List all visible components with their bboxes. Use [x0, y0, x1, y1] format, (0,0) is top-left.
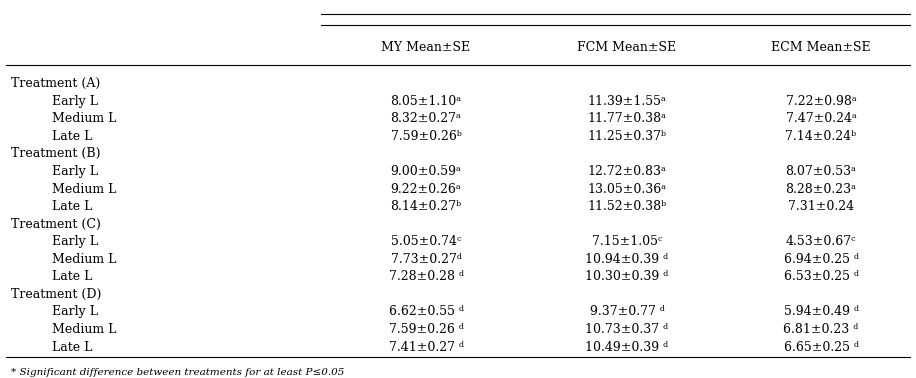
- Text: 7.47±0.24ᵃ: 7.47±0.24ᵃ: [786, 112, 856, 125]
- Text: 7.59±0.26 ᵈ: 7.59±0.26 ᵈ: [388, 323, 463, 336]
- Text: Late L: Late L: [51, 130, 92, 143]
- Text: 9.22±0.26ᵃ: 9.22±0.26ᵃ: [390, 183, 462, 195]
- Text: 10.73±0.37 ᵈ: 10.73±0.37 ᵈ: [585, 323, 669, 336]
- Text: 4.53±0.67ᶜ: 4.53±0.67ᶜ: [786, 235, 856, 248]
- Text: 13.05±0.36ᵃ: 13.05±0.36ᵃ: [587, 183, 667, 195]
- Text: Early L: Early L: [51, 95, 98, 108]
- Text: 11.77±0.38ᵃ: 11.77±0.38ᵃ: [587, 112, 667, 125]
- Text: 7.73±0.27ᵈ: 7.73±0.27ᵈ: [390, 253, 462, 266]
- Text: ECM Mean±SE: ECM Mean±SE: [771, 40, 871, 54]
- Text: Medium L: Medium L: [51, 112, 116, 125]
- Text: 9.00±0.59ᵃ: 9.00±0.59ᵃ: [390, 165, 462, 178]
- Text: Medium L: Medium L: [51, 183, 116, 195]
- Text: 7.15±1.05ᶜ: 7.15±1.05ᶜ: [592, 235, 662, 248]
- Text: FCM Mean±SE: FCM Mean±SE: [577, 40, 677, 54]
- Text: 11.25±0.37ᵇ: 11.25±0.37ᵇ: [587, 130, 667, 143]
- Text: Treatment (D): Treatment (D): [10, 288, 101, 301]
- Text: 6.81±0.23 ᵈ: 6.81±0.23 ᵈ: [783, 323, 858, 336]
- Text: 7.59±0.26ᵇ: 7.59±0.26ᵇ: [390, 130, 462, 143]
- Text: 7.14±0.24ᵇ: 7.14±0.24ᵇ: [785, 130, 856, 143]
- Text: 6.65±0.25 ᵈ: 6.65±0.25 ᵈ: [783, 341, 858, 353]
- Text: 7.41±0.27 ᵈ: 7.41±0.27 ᵈ: [388, 341, 463, 353]
- Text: * Significant difference between treatments for at least P≤0.05: * Significant difference between treatme…: [10, 368, 344, 377]
- Text: Treatment (C): Treatment (C): [10, 218, 101, 231]
- Text: 8.14±0.27ᵇ: 8.14±0.27ᵇ: [390, 200, 462, 213]
- Text: Early L: Early L: [51, 165, 98, 178]
- Text: Late L: Late L: [51, 270, 92, 284]
- Text: 10.30±0.39 ᵈ: 10.30±0.39 ᵈ: [585, 270, 669, 284]
- Text: 8.05±1.10ᵃ: 8.05±1.10ᵃ: [390, 95, 462, 108]
- Text: 7.31±0.24: 7.31±0.24: [788, 200, 854, 213]
- Text: 5.05±0.74ᶜ: 5.05±0.74ᶜ: [391, 235, 462, 248]
- Text: 6.62±0.55 ᵈ: 6.62±0.55 ᵈ: [388, 305, 463, 319]
- Text: Late L: Late L: [51, 341, 92, 353]
- Text: Medium L: Medium L: [51, 323, 116, 336]
- Text: Treatment (B): Treatment (B): [10, 147, 100, 160]
- Text: MY Mean±SE: MY Mean±SE: [381, 40, 471, 54]
- Text: 8.07±0.53ᵃ: 8.07±0.53ᵃ: [786, 165, 856, 178]
- Text: 11.52±0.38ᵇ: 11.52±0.38ᵇ: [587, 200, 667, 213]
- Text: 6.94±0.25 ᵈ: 6.94±0.25 ᵈ: [783, 253, 858, 266]
- Text: 10.49±0.39 ᵈ: 10.49±0.39 ᵈ: [585, 341, 669, 353]
- Text: 12.72±0.83ᵃ: 12.72±0.83ᵃ: [587, 165, 666, 178]
- Text: 7.28±0.28 ᵈ: 7.28±0.28 ᵈ: [388, 270, 463, 284]
- Text: 8.28±0.23ᵃ: 8.28±0.23ᵃ: [786, 183, 856, 195]
- Text: 11.39±1.55ᵃ: 11.39±1.55ᵃ: [587, 95, 666, 108]
- Text: Early L: Early L: [51, 305, 98, 319]
- Text: 6.53±0.25 ᵈ: 6.53±0.25 ᵈ: [783, 270, 858, 284]
- Text: Medium L: Medium L: [51, 253, 116, 266]
- Text: 5.94±0.49 ᵈ: 5.94±0.49 ᵈ: [783, 305, 858, 319]
- Text: Early L: Early L: [51, 235, 98, 248]
- Text: 7.22±0.98ᵃ: 7.22±0.98ᵃ: [786, 95, 856, 108]
- Text: 10.94±0.39 ᵈ: 10.94±0.39 ᵈ: [585, 253, 669, 266]
- Text: 9.37±0.77 ᵈ: 9.37±0.77 ᵈ: [590, 305, 664, 319]
- Text: Treatment (A): Treatment (A): [10, 77, 100, 90]
- Text: 8.32±0.27ᵃ: 8.32±0.27ᵃ: [390, 112, 462, 125]
- Text: Late L: Late L: [51, 200, 92, 213]
